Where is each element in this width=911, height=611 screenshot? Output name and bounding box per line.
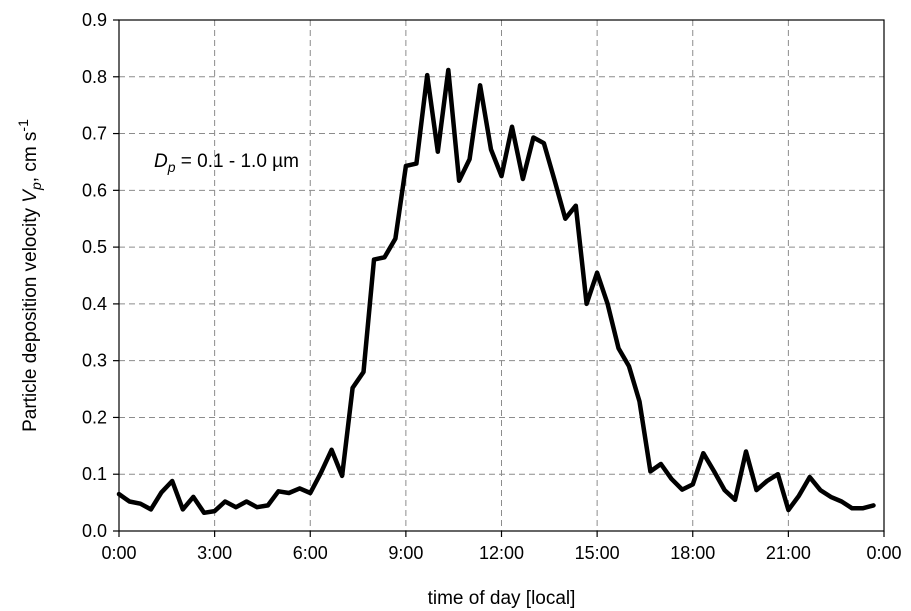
y-tick-label: 0.2 [82, 407, 107, 427]
x-tick-labels: 0:00 3:00 6:00 9:00 12:00 15:00 18:00 21:00 0:00 [101, 543, 901, 563]
y-tick-label: 0.0 [82, 521, 107, 541]
annotation-text: = 0.1 - 1.0 µm [176, 151, 299, 172]
y-tick-label: 0.3 [82, 351, 107, 371]
y-label-unit: , cm s [20, 132, 41, 183]
y-tick-label: 0.6 [82, 180, 107, 200]
x-axis-label: time of day [local] [428, 588, 576, 609]
x-tick-label: 3:00 [197, 543, 232, 563]
tick-marks [113, 19, 885, 537]
y-tick-label: 0.4 [82, 294, 107, 314]
x-tick-label: 9:00 [388, 543, 423, 563]
y-label-main: Particle deposition velocity [20, 203, 41, 432]
y-tick-labels: 0.0 0.1 0.2 0.3 0.4 0.5 0.6 0.7 0.8 0.9 [82, 10, 107, 541]
x-tick-label: 15:00 [575, 543, 620, 563]
annotation-var: D [154, 151, 168, 172]
y-label-sub: p [28, 182, 44, 191]
grid-lines [119, 20, 884, 531]
x-tick-label: 12:00 [479, 543, 524, 563]
y-label-sup: -1 [15, 119, 31, 132]
x-tick-label: 0:00 [866, 543, 901, 563]
y-label-var: V [20, 188, 41, 203]
y-tick-label: 0.7 [82, 124, 107, 144]
particle-diameter-annotation: Dp = 0.1 - 1.0 µm [154, 151, 299, 175]
y-tick-label: 0.5 [82, 237, 107, 257]
x-tick-label: 6:00 [293, 543, 328, 563]
y-axis-label: Particle deposition velocity Vp, cm s-1 [15, 119, 44, 432]
x-tick-label: 18:00 [670, 543, 715, 563]
y-tick-label: 0.1 [82, 464, 107, 484]
x-tick-label: 0:00 [101, 543, 136, 563]
y-tick-label: 0.9 [82, 10, 107, 30]
series-line [116, 67, 876, 516]
y-tick-label: 0.8 [82, 67, 107, 87]
x-tick-label: 21:00 [766, 543, 811, 563]
annotation-sub: p [167, 159, 176, 175]
